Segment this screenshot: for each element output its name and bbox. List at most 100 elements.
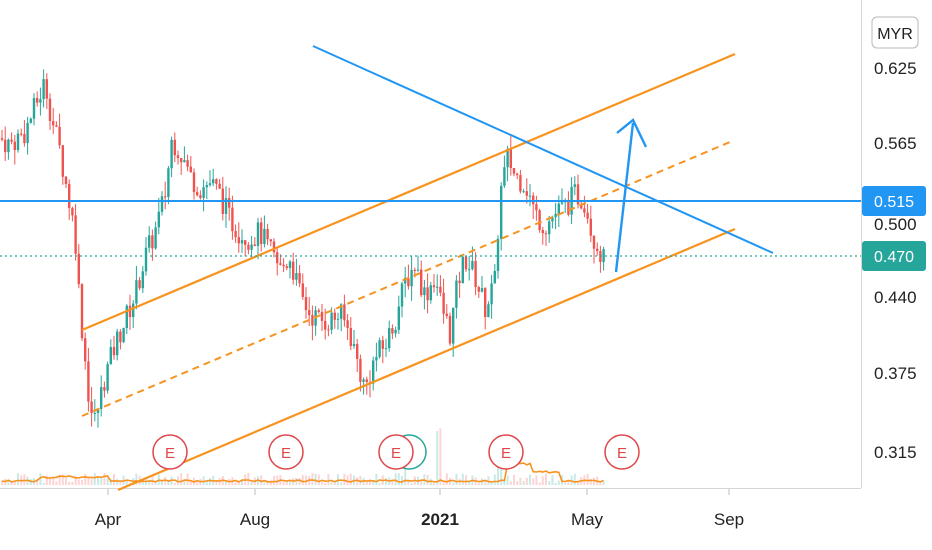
candle-body — [52, 121, 55, 126]
volume-bar — [573, 473, 576, 485]
earnings-marker-label: E — [281, 445, 291, 462]
volume-bar — [343, 473, 346, 485]
candle-body — [567, 200, 570, 215]
candle-body — [247, 244, 250, 250]
volume-bar — [490, 481, 493, 485]
candle-body — [538, 210, 541, 230]
candle-body — [535, 204, 538, 211]
volume-bar — [554, 482, 557, 485]
volume-bar — [333, 482, 336, 485]
candle-body — [375, 356, 378, 361]
volume-bar — [586, 473, 589, 485]
volume-bar — [68, 481, 71, 485]
candle-body — [84, 338, 87, 362]
candle-body — [493, 271, 496, 284]
candle-body — [503, 167, 506, 186]
candle-body — [77, 253, 80, 285]
volume-bar — [196, 481, 199, 485]
volume-bar — [148, 479, 151, 485]
candle-body — [490, 283, 493, 305]
volume-bar — [513, 474, 515, 485]
candle-body — [68, 183, 71, 208]
candle-body — [260, 222, 263, 244]
y-tick-label: 0.315 — [874, 443, 917, 462]
arrow-head — [616, 118, 648, 148]
x-tick-label: Aug — [240, 510, 270, 529]
volume-bar — [401, 476, 403, 485]
candle-body — [420, 269, 423, 296]
earnings-marker[interactable]: E — [152, 434, 188, 470]
earnings-marker[interactable]: E — [268, 434, 304, 470]
candle-body — [311, 315, 314, 326]
volume-bar — [465, 475, 467, 485]
volume-bar — [375, 473, 378, 485]
candle-body — [7, 139, 10, 153]
volume-bar — [407, 479, 410, 485]
candle-body — [484, 288, 487, 318]
volume-bar — [125, 480, 128, 485]
candle-body — [157, 211, 160, 228]
volume-bar — [263, 481, 266, 485]
volume-bar — [532, 478, 535, 485]
candle-body — [192, 172, 196, 193]
candle-body — [324, 320, 327, 330]
volume-bar — [52, 478, 55, 485]
channel-middle-line[interactable] — [81, 141, 731, 417]
candle-body — [432, 285, 436, 288]
candle-body — [298, 273, 301, 284]
volume-bar — [503, 479, 506, 485]
candle-body — [36, 98, 39, 103]
candle-body — [164, 196, 167, 198]
candle-body — [346, 320, 349, 329]
candle-body — [80, 284, 84, 339]
candle-body — [554, 213, 557, 218]
candle-body — [301, 283, 304, 297]
volume-bar — [346, 475, 349, 485]
volume-bar — [23, 474, 26, 485]
volume-bar — [241, 479, 243, 485]
candle-body — [384, 348, 388, 350]
candle-body — [279, 263, 282, 265]
volume-bar — [113, 473, 115, 485]
volume-bar — [535, 475, 538, 485]
x-tick-label: 2021 — [421, 510, 459, 529]
earnings-marker[interactable]: E — [488, 434, 524, 470]
candle-body — [71, 207, 74, 216]
candle-body — [522, 191, 525, 193]
candle-body — [231, 207, 234, 232]
volume-bar — [135, 473, 138, 485]
volume-bar — [359, 475, 362, 485]
volume-bar — [100, 478, 103, 485]
volume-bar — [557, 480, 560, 485]
volume-bar — [538, 482, 541, 485]
volume-bar — [317, 474, 320, 485]
candle-body — [93, 412, 96, 414]
currency-badge[interactable]: MYR — [871, 16, 919, 49]
descending-trend-line[interactable] — [312, 45, 774, 254]
volume-bar — [177, 476, 179, 485]
candle-body — [477, 287, 480, 292]
channel-upper-line[interactable] — [81, 52, 736, 332]
candle-body — [61, 145, 64, 177]
candle-body — [340, 304, 343, 319]
volume-bar — [247, 473, 250, 485]
candle-body — [87, 361, 90, 402]
earnings-marker-label: E — [165, 445, 175, 462]
volume-bar — [84, 473, 87, 485]
earnings-marker-circle — [488, 434, 524, 470]
volume-bar — [225, 480, 227, 485]
candle-body — [144, 247, 148, 272]
volume-bar — [509, 481, 512, 485]
earnings-marker[interactable]: E — [378, 434, 427, 470]
earnings-marker[interactable]: E — [604, 434, 640, 470]
candle-body — [394, 329, 397, 334]
channel-lower-line[interactable] — [117, 227, 736, 492]
candle-body — [541, 229, 544, 234]
volume-bar — [340, 482, 343, 485]
volume-bar — [49, 478, 51, 485]
candle-body — [519, 175, 522, 192]
projection-arrow[interactable] — [614, 118, 648, 273]
candle-body — [445, 313, 448, 316]
candle-body — [404, 277, 407, 284]
